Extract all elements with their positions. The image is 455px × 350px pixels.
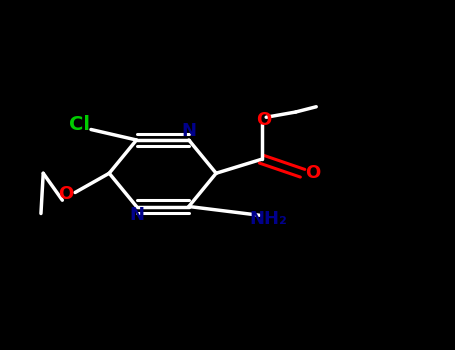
Text: Cl: Cl [69,115,90,134]
Text: O: O [58,185,74,203]
Text: N: N [129,206,144,224]
Text: N: N [182,122,196,140]
Text: O: O [256,111,272,129]
Text: O: O [305,164,320,182]
Text: NH₂: NH₂ [249,210,288,228]
